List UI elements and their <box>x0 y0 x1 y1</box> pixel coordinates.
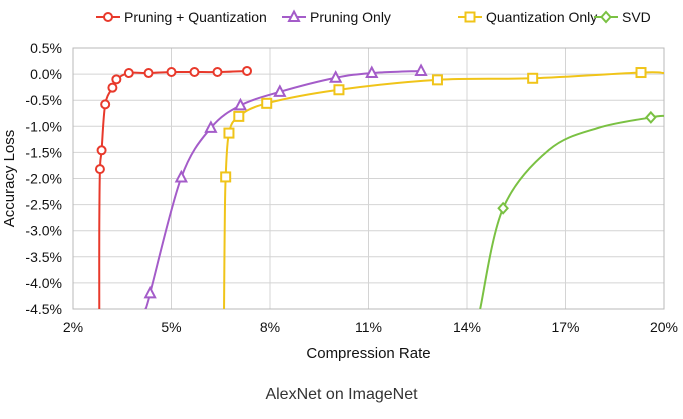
x-tick-label: 17% <box>551 319 579 335</box>
legend-item: Pruning Only <box>282 9 391 25</box>
x-tick-label: 5% <box>161 319 181 335</box>
series-svd <box>479 110 664 309</box>
data-point <box>431 74 443 86</box>
legend-label: SVD <box>622 9 651 25</box>
series-line <box>479 114 664 309</box>
legend-marker <box>103 12 113 22</box>
data-point <box>273 84 287 97</box>
data-point <box>94 164 105 175</box>
data-point <box>233 110 245 122</box>
legend-label: Pruning Only <box>310 9 391 25</box>
data-point <box>96 145 107 156</box>
chart-legend: Pruning + Quantization Pruning Only Quanti… <box>96 9 651 25</box>
data-point <box>242 65 253 76</box>
x-tick-label: 11% <box>355 319 382 335</box>
y-tick-label: -3.0% <box>25 223 62 239</box>
legend-label: Quantization Only <box>486 9 597 25</box>
data-point <box>220 171 232 183</box>
y-tick-label: 0.0% <box>30 66 62 82</box>
x-tick-label: 20% <box>650 319 678 335</box>
y-tick-label: -3.5% <box>25 249 62 265</box>
x-tick-label: 14% <box>453 319 481 335</box>
data-point <box>333 84 345 96</box>
data-point <box>645 110 657 124</box>
legend-item: Pruning + Quantization <box>96 9 267 25</box>
data-point <box>204 120 218 133</box>
y-axis-tick-labels: 0.5% 0.0% -0.5% -1.0% -1.5% -2.0% -2.5% -3.0% -3… <box>25 40 62 317</box>
series-line <box>144 69 422 309</box>
legend-item: SVD <box>594 9 651 25</box>
data-point <box>143 68 154 79</box>
data-point <box>261 97 273 109</box>
x-tick-label: 8% <box>260 319 280 335</box>
series-layer <box>94 63 664 309</box>
x-axis-title: Compression Rate <box>306 345 430 362</box>
y-tick-label: -1.5% <box>25 144 62 160</box>
y-tick-label: -4.0% <box>25 275 62 291</box>
data-point <box>414 63 428 76</box>
data-point <box>497 201 509 215</box>
legend-label: Pruning + Quantization <box>124 9 267 25</box>
series-pruning-quantization <box>94 65 253 309</box>
y-tick-label: 0.5% <box>30 40 62 56</box>
y-tick-label: -0.5% <box>25 92 62 108</box>
legend-marker <box>600 10 612 24</box>
data-point <box>527 72 539 84</box>
y-tick-label: -4.5% <box>25 301 62 317</box>
data-point <box>233 97 248 111</box>
data-point <box>100 99 111 110</box>
grid-lines <box>72 47 665 310</box>
series-line <box>223 71 664 309</box>
data-point <box>635 67 647 79</box>
legend-item: Quantization Only <box>458 9 597 25</box>
data-point <box>189 67 200 78</box>
series-pruning-only <box>143 63 428 309</box>
data-point <box>174 169 189 183</box>
y-tick-label: -2.0% <box>25 171 62 187</box>
legend-marker <box>464 11 476 23</box>
series-quantization-only <box>220 67 664 309</box>
data-point <box>212 67 223 78</box>
y-tick-label: -1.0% <box>25 118 62 134</box>
y-axis-title: Accuracy Loss <box>1 130 18 228</box>
data-point <box>329 70 343 83</box>
data-point <box>123 68 134 79</box>
x-tick-label: 2% <box>63 319 83 335</box>
figure-caption: AlexNet on ImageNet <box>265 386 418 403</box>
data-point <box>107 82 118 93</box>
data-point <box>143 285 157 299</box>
plot-area-frame <box>72 47 665 310</box>
x-axis-tick-labels: 2% 5% 8% 11% 14% 17% 20% <box>63 319 678 335</box>
data-point <box>223 127 235 139</box>
legend-marker <box>287 9 301 22</box>
data-point <box>365 65 379 79</box>
data-point <box>111 74 122 85</box>
data-point <box>166 67 177 78</box>
y-tick-label: -2.5% <box>25 197 62 213</box>
